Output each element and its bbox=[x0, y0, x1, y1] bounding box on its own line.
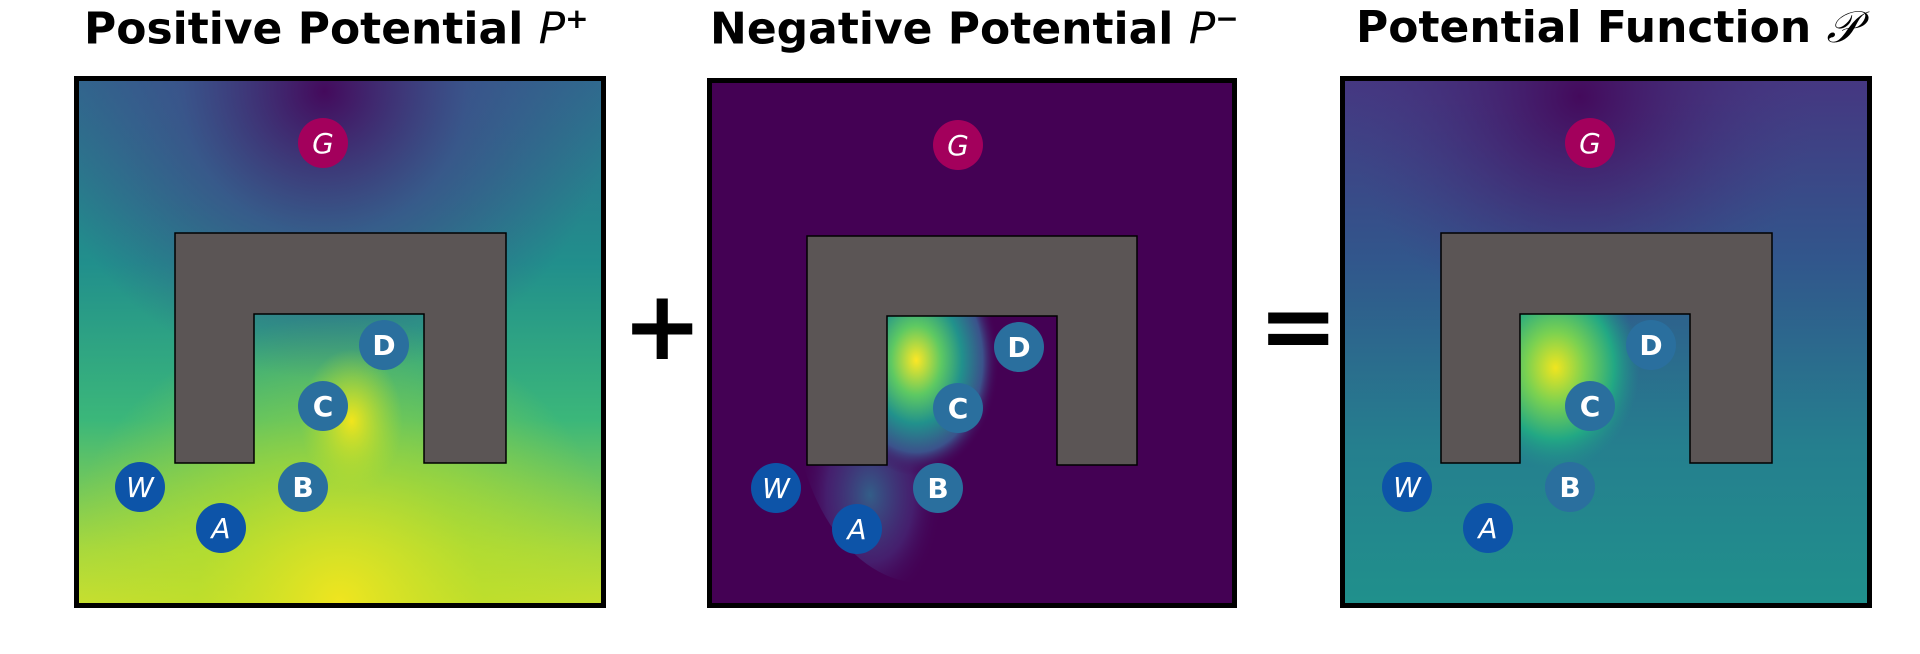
title-text: Potential Function bbox=[1356, 2, 1812, 53]
entry-node-w: W bbox=[1382, 462, 1432, 512]
entry-node-a: A bbox=[832, 504, 882, 554]
title-text: Positive Potential bbox=[84, 3, 524, 55]
goal-node-g: G bbox=[1565, 118, 1615, 168]
state-node-d: D bbox=[994, 322, 1044, 372]
title-superscript: + bbox=[565, 2, 589, 35]
state-node-b: B bbox=[1545, 462, 1595, 512]
obstacle-u-shape bbox=[1440, 232, 1773, 464]
state-node-c: C bbox=[933, 383, 983, 433]
state-node-d: D bbox=[1626, 320, 1676, 370]
title-text: Negative Potential bbox=[710, 3, 1174, 55]
goal-node-g: G bbox=[298, 118, 348, 168]
obstacle-u-shape bbox=[174, 232, 507, 464]
state-node-c: C bbox=[298, 381, 348, 431]
equals-operator: = bbox=[1258, 270, 1339, 382]
entry-node-a: A bbox=[1463, 503, 1513, 553]
obstacle-u-shape bbox=[806, 235, 1138, 466]
state-node-d: D bbox=[359, 320, 409, 370]
title-symbol: P bbox=[1188, 3, 1216, 55]
title-superscript: − bbox=[1215, 2, 1239, 35]
panel-title-positive: Positive Potential P+ bbox=[84, 2, 589, 55]
state-node-c: C bbox=[1565, 381, 1615, 431]
negative-potential-heatmap bbox=[712, 83, 1232, 603]
potential-function-panel bbox=[1340, 76, 1872, 608]
entry-node-w: W bbox=[115, 462, 165, 512]
negative-potential-panel bbox=[707, 78, 1237, 608]
panel-title-function: Potential Function 𝒫 bbox=[1356, 2, 1858, 53]
goal-node-g: G bbox=[933, 120, 983, 170]
state-node-b: B bbox=[913, 463, 963, 513]
title-symbol: 𝒫 bbox=[1826, 2, 1859, 53]
plus-operator: + bbox=[622, 270, 703, 382]
panel-title-negative: Negative Potential P− bbox=[710, 2, 1239, 55]
entry-node-a: A bbox=[196, 503, 246, 553]
title-symbol: P bbox=[538, 3, 566, 55]
entry-node-w: W bbox=[751, 463, 801, 513]
potential-function-heatmap bbox=[1345, 81, 1867, 603]
state-node-b: B bbox=[278, 462, 328, 512]
